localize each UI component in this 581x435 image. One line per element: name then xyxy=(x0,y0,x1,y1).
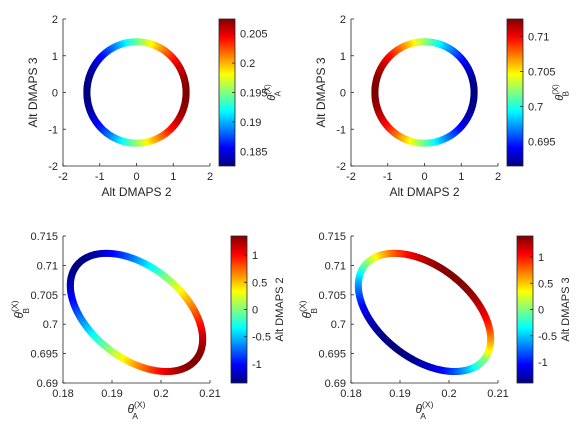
x-tick-label: -2 xyxy=(346,171,356,183)
y-tick-label: 0.715 xyxy=(318,231,346,243)
y-tick-label: 1 xyxy=(340,51,346,63)
colorbar-label: θ(X)A xyxy=(263,84,282,101)
colorbar xyxy=(507,19,523,166)
y-axis-label: θ(X)B xyxy=(298,300,319,318)
colorbar-tick-label: 0.185 xyxy=(240,146,268,158)
y-tick-label: -2 xyxy=(336,161,346,173)
panel-4: 0.18 0.19 0.2 0.21 0.69 0.695 0.7 0.705 0.71 0.71… xyxy=(298,231,572,421)
x-tick-label: 0.18 xyxy=(52,388,73,400)
y-axis-label: Alt DMAPS 3 xyxy=(314,57,328,127)
colorbar-label: Alt DMAPS 2 xyxy=(274,277,286,341)
x-tick-label: 2 xyxy=(495,171,501,183)
x-tick-label: 2 xyxy=(207,171,213,183)
data-point xyxy=(182,90,190,98)
y-tick-label: 0.69 xyxy=(37,378,58,390)
colorbar-tick-label: -1 xyxy=(252,359,262,371)
colorbar-tick-label: 0.195 xyxy=(240,88,268,100)
y-tick-label: -2 xyxy=(48,161,58,173)
data-point xyxy=(470,90,478,98)
colorbar xyxy=(517,236,533,383)
colorbar-tick-label: 0.5 xyxy=(538,278,553,290)
x-tick-label: 0.2 xyxy=(441,388,456,400)
colorbar-tick-label: -0.5 xyxy=(538,331,557,343)
x-tick-label: 1 xyxy=(458,171,464,183)
x-tick-label: -2 xyxy=(58,171,68,183)
x-tick-label: 0 xyxy=(421,171,427,183)
y-tick-label: 0.7 xyxy=(331,319,346,331)
y-tick-label: 0.705 xyxy=(318,290,346,302)
x-tick-label: 0 xyxy=(133,171,139,183)
y-tick-label: 0.695 xyxy=(30,349,58,361)
y-tick-label: 1 xyxy=(52,51,58,63)
y-tick-label: 0.71 xyxy=(325,260,346,272)
colorbar-tick-label: 1 xyxy=(252,250,258,262)
colorbar-tick-label: 0.71 xyxy=(528,32,549,44)
x-tick-label: 0.19 xyxy=(389,388,410,400)
data-point xyxy=(479,356,488,364)
panel-3: 0.18 0.19 0.2 0.21 0.69 0.695 0.7 0.705 0.71 0.71… xyxy=(10,231,286,421)
y-axis-label: θ(X)B xyxy=(10,300,31,318)
colorbar-tick-label: 0.7 xyxy=(528,102,543,114)
colorbar-tick-label: 0.705 xyxy=(528,67,556,79)
x-axis-label: θ(X) A xyxy=(415,400,433,421)
y-tick-label: 0.71 xyxy=(37,260,58,272)
y-tick-label: 0 xyxy=(340,88,346,100)
y-tick-label: 0.705 xyxy=(30,290,58,302)
x-tick-label: -1 xyxy=(383,171,393,183)
colorbar-label: θ(X)B xyxy=(551,84,570,101)
colorbar-tick-label: -1 xyxy=(538,357,548,369)
x-tick-label: 0.2 xyxy=(153,388,168,400)
colorbar-tick-label: 1 xyxy=(538,252,544,264)
x-axis-label: Alt DMAPS 2 xyxy=(101,185,171,199)
x-axis-label: Alt DMAPS 2 xyxy=(389,185,459,199)
panel-2: -2 -1 0 1 2 -2 -1 0 1 2 Alt DMAPS 2 Alt DMAPS 3 0.69… xyxy=(314,14,571,199)
colorbar-tick-label: 0.695 xyxy=(528,137,556,149)
y-tick-label: 0.695 xyxy=(318,349,346,361)
x-tick-label: 1 xyxy=(170,171,176,183)
x-tick-label: 0.21 xyxy=(199,388,220,400)
y-tick-label: 2 xyxy=(52,14,58,26)
x-tick-label: 0.21 xyxy=(487,388,508,400)
colorbar xyxy=(231,236,247,383)
x-tick-label: -1 xyxy=(95,171,105,183)
x-tick-label: 0.19 xyxy=(101,388,122,400)
colorbar-tick-label: 0 xyxy=(252,305,258,317)
y-tick-label: 0.7 xyxy=(43,319,58,331)
colorbar-tick-label: 0.19 xyxy=(240,117,261,129)
x-axis-label: θ(X) A xyxy=(127,400,145,421)
y-tick-label: 0.69 xyxy=(325,378,346,390)
y-tick-label: -1 xyxy=(336,124,346,136)
colorbar-label: Alt DMAPS 3 xyxy=(560,277,572,341)
colorbar-tick-label: 0 xyxy=(538,305,544,317)
colorbar-frame xyxy=(506,18,524,167)
x-tick-label: 0.18 xyxy=(340,388,361,400)
y-tick-label: 2 xyxy=(340,14,346,26)
colorbar-tick-label: -0.5 xyxy=(252,332,271,344)
y-tick-label: 0 xyxy=(52,88,58,100)
y-axis-label: Alt DMAPS 3 xyxy=(26,57,40,127)
y-tick-label: 0.715 xyxy=(30,231,58,243)
colorbar-tick-label: 0.205 xyxy=(240,29,268,41)
colorbar xyxy=(219,19,235,166)
colorbar-tick-label: 0.2 xyxy=(240,58,255,70)
y-tick-label: -1 xyxy=(48,124,58,136)
panel-1: -2 -1 0 1 2 -2 -1 0 1 2 Alt DMAPS 2 Alt DMAPS 3 0.18… xyxy=(26,14,283,199)
data-point xyxy=(191,356,200,364)
colorbar-tick-label: 0.5 xyxy=(252,277,267,289)
